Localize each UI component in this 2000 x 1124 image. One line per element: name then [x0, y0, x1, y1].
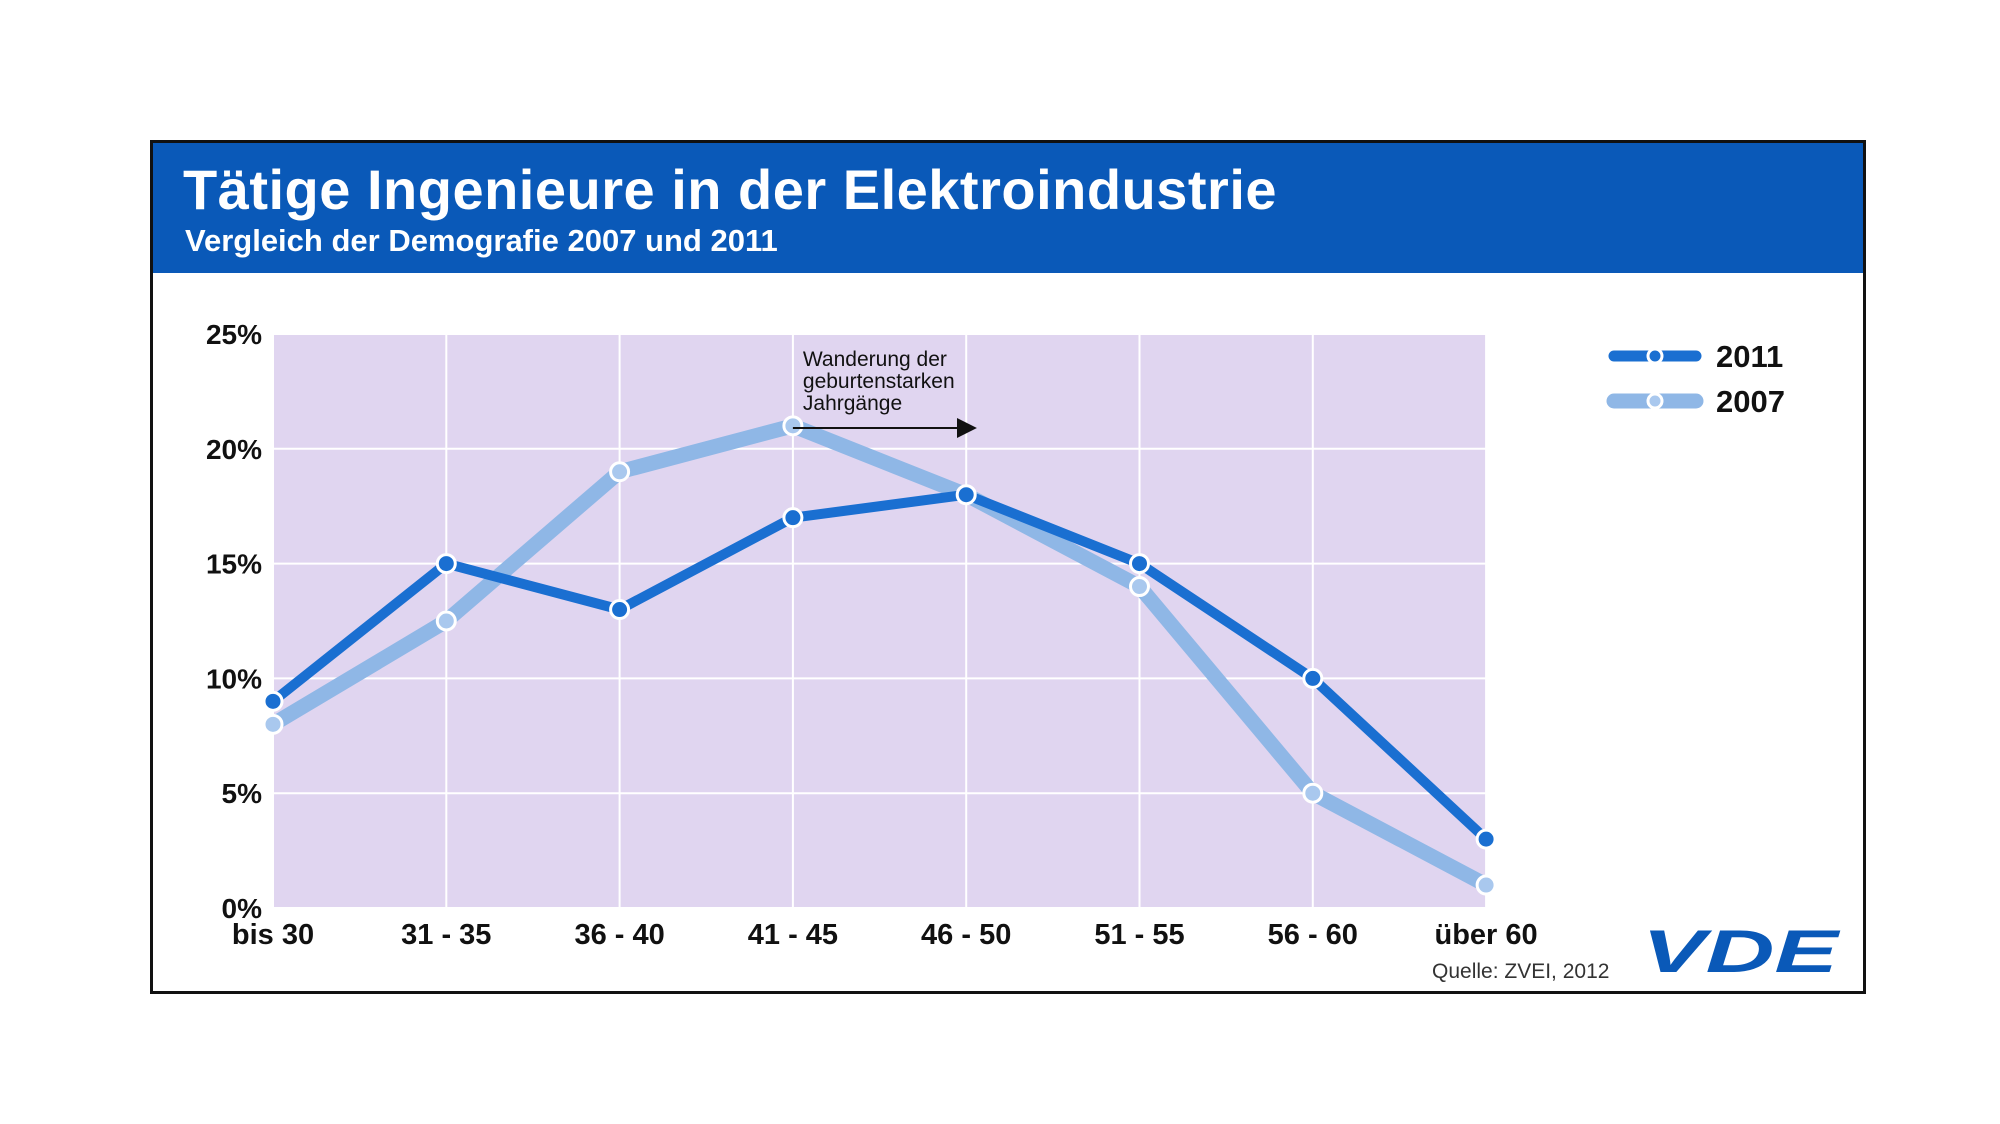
- data-point: [1475, 828, 1497, 850]
- data-point: [955, 484, 977, 506]
- y-tick-label: 0%: [222, 893, 263, 924]
- data-point: [262, 690, 284, 712]
- x-axis-ticks: bis 30 31 - 35 36 - 40 41 - 45 46 - 50 51 - 5…: [232, 919, 1538, 951]
- y-tick-label: 5%: [222, 778, 263, 809]
- legend-marker: [1646, 347, 1664, 365]
- x-tick-label: 51 - 55: [1094, 919, 1184, 951]
- data-point: [1129, 576, 1150, 598]
- series-line: [265, 418, 1494, 893]
- legend-marker: [1646, 392, 1664, 410]
- x-tick-label: 46 - 50: [921, 919, 1011, 951]
- data-point: [1302, 667, 1324, 689]
- annotation-text: geburtenstarken: [803, 370, 955, 393]
- data-point: [782, 415, 804, 437]
- x-tick-label: 36 - 40: [574, 919, 664, 951]
- x-tick-label: über 60: [1435, 919, 1538, 951]
- plot-area: [273, 334, 1487, 908]
- chart-title: Tätige Ingenieure in der Elektroindustri…: [183, 158, 1278, 221]
- data-point: [262, 713, 284, 735]
- chart-subtitle: Vergleich der Demografie 2007 und 2011: [185, 223, 778, 258]
- grid-lines: [272, 333, 1488, 909]
- y-axis-ticks: 0% 5% 10% 15% 20% 25%: [206, 319, 262, 924]
- y-tick-label: 25%: [206, 319, 262, 350]
- legend-item-2007: 2007: [1606, 384, 1785, 419]
- data-point: [609, 599, 631, 621]
- data-point: [435, 553, 457, 575]
- chart-header: Tätige Ingenieure in der Elektroindustri…: [153, 143, 1863, 273]
- data-point: [1302, 782, 1324, 804]
- series-layer: [262, 415, 1497, 896]
- series-2011: [262, 484, 1497, 850]
- y-tick-label: 15%: [206, 549, 262, 580]
- x-tick-label: 41 - 45: [748, 919, 838, 951]
- data-point: [1129, 553, 1150, 575]
- legend-item-2011: 2011: [1608, 339, 1783, 374]
- y-tick-label: 20%: [206, 434, 262, 465]
- annotation-text: Jahrgänge: [803, 392, 902, 415]
- x-tick-label: bis 30: [232, 919, 314, 951]
- data-point: [1475, 874, 1497, 896]
- annotation-text: Wanderung der: [803, 348, 947, 371]
- data-point: [435, 610, 457, 632]
- x-tick-label: 31 - 35: [401, 919, 491, 951]
- vde-logo: VDE: [1642, 918, 1841, 985]
- y-tick-label: 10%: [206, 663, 262, 694]
- series-line: [268, 489, 1492, 845]
- x-tick-label: 56 - 60: [1268, 919, 1358, 951]
- data-point: [609, 461, 631, 483]
- legend: 2011 2007: [1606, 339, 1785, 419]
- legend-label: 2007: [1716, 384, 1785, 419]
- source-note: Quelle: ZVEI, 2012: [1432, 960, 1609, 983]
- legend-label: 2011: [1716, 339, 1783, 374]
- data-point: [782, 507, 804, 529]
